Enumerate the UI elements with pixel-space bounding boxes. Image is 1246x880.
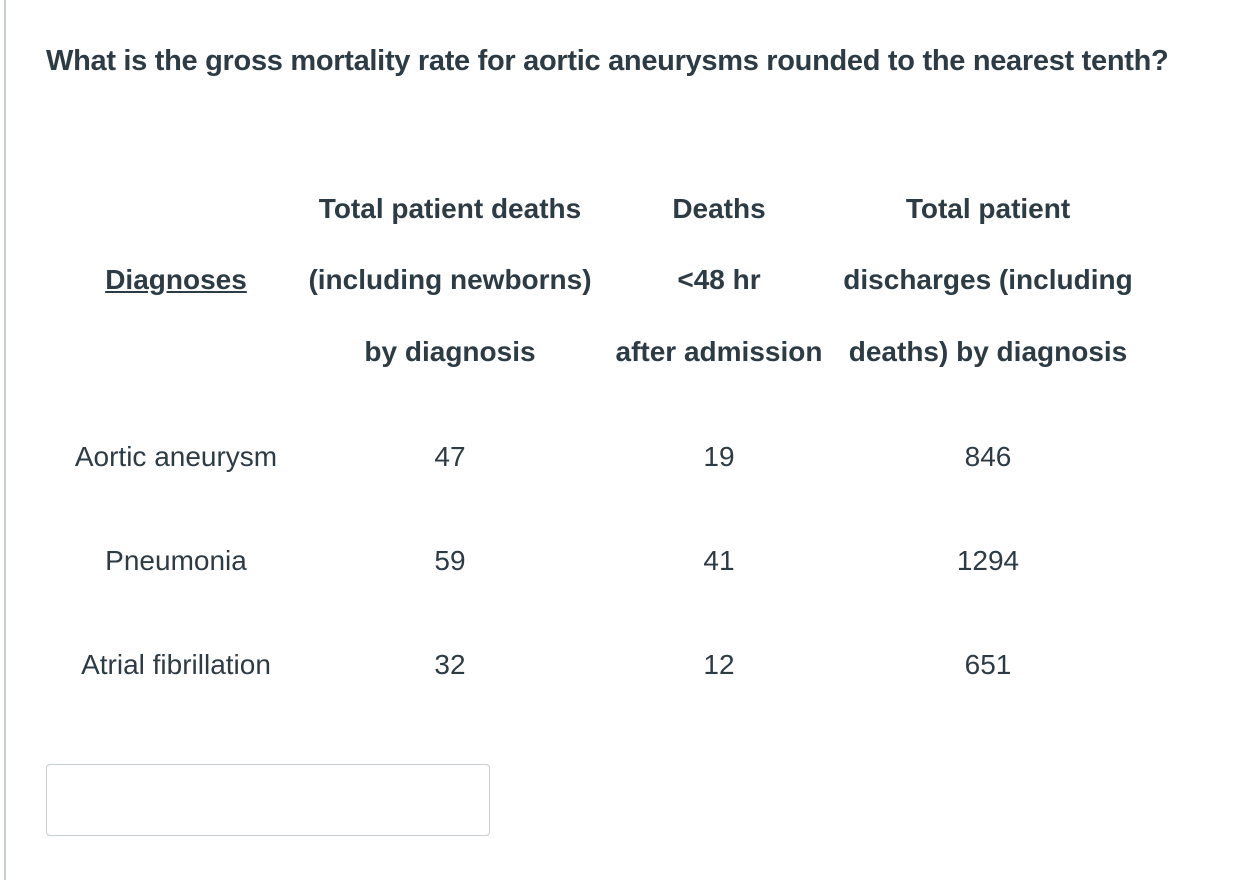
header-discharges-line3: deaths) by diagnosis [848,336,1128,367]
cell-diagnosis: Aortic aneurysm [74,441,278,472]
header-diagnoses: Diagnoses [105,264,247,295]
header-total-deaths-line2: (including newborns) [308,264,592,295]
cell-total-deaths: 47 [434,441,466,472]
cell-total-deaths: 32 [434,649,466,680]
cell-diagnosis: Pneumonia [105,545,247,576]
header-total-deaths-line3: by diagnosis [364,336,536,367]
cell-deaths-48: 41 [703,545,735,576]
cell-deaths-48: 12 [703,649,735,680]
cell-total-deaths: 59 [434,545,466,576]
header-discharges-line1: Total patient [905,193,1071,224]
answer-input[interactable] [46,764,490,836]
cell-discharges: 1294 [956,545,1020,576]
cell-discharges: 846 [964,441,1012,472]
header-deaths-48-line3: after admission [615,336,823,367]
question-text: What is the gross mortality rate for aor… [46,45,1169,77]
header-deaths-48-line2: <48 hr [677,264,761,295]
header-total-deaths-line1: Total patient deaths [318,193,582,224]
cell-deaths-48: 19 [703,441,735,472]
header-deaths-48-line1: Deaths [672,193,766,224]
cell-diagnosis: Atrial fibrillation [81,649,271,680]
header-discharges-line2: discharges (including [843,264,1133,295]
cell-discharges: 651 [964,649,1012,680]
left-border-rule [4,0,6,880]
